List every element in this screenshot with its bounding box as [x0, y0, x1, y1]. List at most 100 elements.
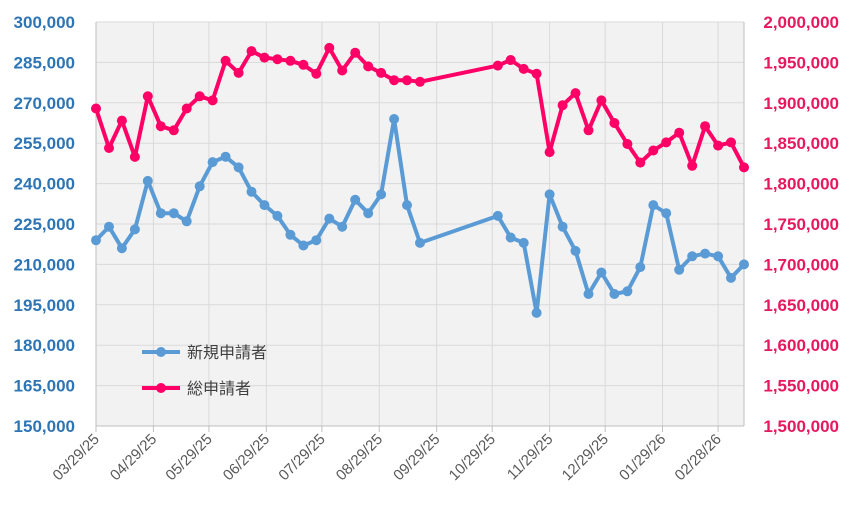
- x-tick-label: 05/29/25: [162, 431, 215, 484]
- data-point: [285, 55, 296, 66]
- y-left-tick-label: 225,000: [14, 215, 75, 234]
- data-point: [505, 232, 516, 243]
- data-point: [155, 208, 166, 219]
- data-point: [402, 75, 412, 86]
- y-left-tick-label: 150,000: [14, 417, 75, 436]
- data-point: [583, 289, 594, 299]
- data-point: [492, 210, 503, 221]
- y-left-tick-label: 195,000: [14, 296, 75, 315]
- data-point: [726, 272, 736, 283]
- x-tick-label: 03/29/25: [50, 431, 103, 484]
- data-point: [570, 88, 581, 99]
- y-left-tick-label: 285,000: [14, 53, 75, 72]
- data-point: [739, 259, 749, 270]
- data-point: [246, 186, 257, 197]
- data-point: [389, 114, 400, 124]
- x-tick-label: 11/29/25: [504, 431, 557, 484]
- data-point: [700, 121, 711, 132]
- data-point: [518, 237, 529, 248]
- data-point: [687, 251, 698, 262]
- data-point: [272, 210, 283, 221]
- data-point: [363, 61, 374, 72]
- x-tick-label: 07/29/25: [275, 431, 328, 484]
- data-point: [557, 221, 568, 232]
- data-point: [259, 200, 270, 211]
- data-point: [609, 289, 620, 299]
- series-1: [91, 114, 749, 318]
- data-point: [350, 47, 361, 58]
- data-point: [129, 224, 140, 235]
- data-point: [726, 137, 736, 148]
- data-point: [104, 143, 114, 153]
- data-point: [492, 60, 503, 71]
- data-point: [181, 216, 192, 227]
- series-2: [91, 42, 749, 173]
- data-point: [363, 208, 374, 219]
- data-point: [415, 76, 425, 87]
- data-point: [713, 140, 724, 151]
- x-tick-label: 12/29/25: [559, 431, 612, 484]
- data-point: [596, 267, 607, 278]
- data-point: [233, 67, 244, 78]
- data-point: [376, 189, 387, 200]
- y-left-tick-label: 240,000: [14, 175, 75, 194]
- data-point: [272, 54, 283, 65]
- data-point: [350, 194, 361, 205]
- data-point: [311, 235, 322, 246]
- data-point: [518, 63, 529, 74]
- data-point: [311, 68, 322, 79]
- x-tick-label: 02/28/26: [672, 431, 725, 484]
- data-point: [622, 286, 633, 297]
- data-point: [713, 251, 724, 262]
- data-point: [648, 145, 659, 156]
- y-right-tick-label: 1,950,000: [763, 53, 839, 72]
- data-point: [324, 42, 335, 53]
- legend-label: 新規申請者: [187, 344, 267, 362]
- y-right-tick-label: 2,000,000: [763, 13, 839, 32]
- legend-entry-1: 新規申請者: [142, 344, 267, 362]
- data-point: [324, 213, 335, 224]
- y-left-tick-label: 165,000: [14, 377, 75, 396]
- data-point: [207, 95, 218, 106]
- data-point: [674, 127, 685, 138]
- data-point: [207, 157, 218, 168]
- series-line: [94, 117, 746, 315]
- data-point: [116, 115, 127, 126]
- series-lines: [91, 42, 749, 318]
- data-point: [415, 237, 425, 248]
- data-point: [233, 162, 244, 173]
- legend-label: 総申請者: [187, 380, 251, 398]
- data-point: [531, 307, 542, 318]
- data-point: [246, 46, 257, 57]
- data-point: [622, 139, 633, 149]
- y-left-tick-label: 255,000: [14, 134, 75, 153]
- data-point: [596, 95, 607, 106]
- data-point: [91, 235, 101, 246]
- data-point: [194, 181, 205, 192]
- data-point: [544, 147, 555, 158]
- data-point: [155, 121, 166, 132]
- data-point: [376, 67, 387, 78]
- data-point: [259, 52, 270, 63]
- series-line: [94, 45, 746, 170]
- y-right-tick-label: 1,900,000: [763, 94, 839, 113]
- data-point: [129, 151, 140, 162]
- data-point: [298, 240, 309, 251]
- data-point: [661, 137, 672, 148]
- x-tick-label: 08/29/25: [333, 431, 386, 484]
- data-point: [531, 68, 542, 79]
- data-point: [570, 245, 581, 256]
- data-point: [220, 55, 231, 66]
- legend-swatch-marker: [156, 347, 166, 357]
- data-point: [104, 221, 114, 232]
- y-right-tick-label: 1,500,000: [763, 417, 839, 436]
- data-point: [544, 189, 555, 200]
- data-point: [505, 55, 516, 65]
- data-point: [181, 103, 192, 114]
- y-right-tick-label: 1,650,000: [763, 296, 839, 315]
- y-right-tick-label: 1,800,000: [763, 175, 839, 194]
- x-tick-label: 01/29/26: [616, 431, 669, 484]
- data-point: [220, 151, 231, 162]
- data-point: [609, 118, 620, 128]
